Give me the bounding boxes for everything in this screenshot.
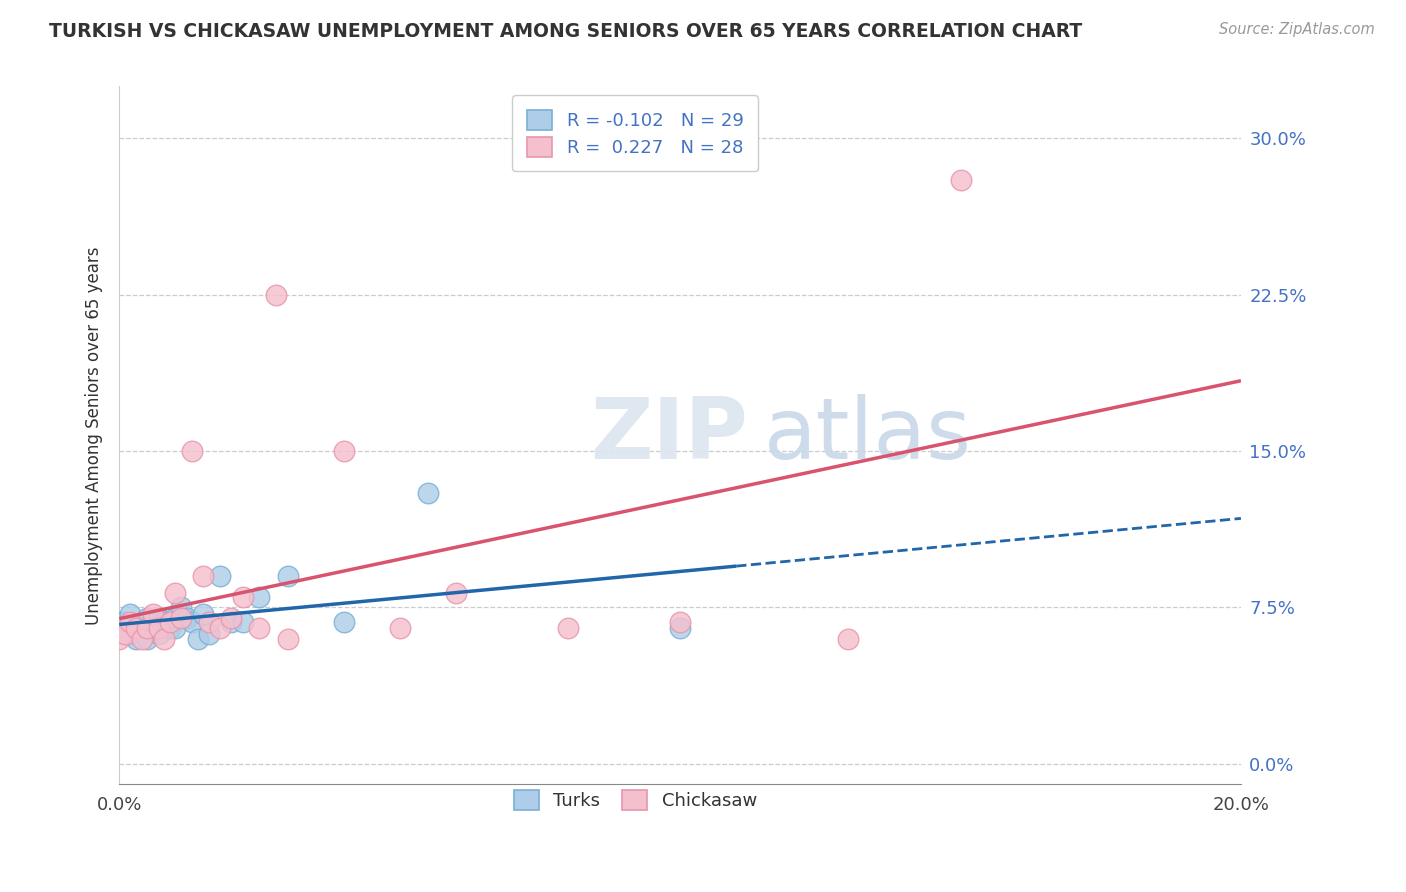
Point	[136, 621, 159, 635]
Point	[444, 585, 467, 599]
Text: ZIP: ZIP	[591, 394, 748, 477]
Point	[114, 615, 136, 629]
Point	[114, 627, 136, 641]
Point	[232, 590, 254, 604]
Point	[332, 444, 354, 458]
Point	[120, 615, 142, 629]
Point	[669, 615, 692, 629]
Point	[148, 621, 170, 635]
Point	[209, 569, 232, 583]
Point	[170, 600, 193, 615]
Point	[176, 611, 198, 625]
Point	[232, 615, 254, 629]
Point	[193, 569, 215, 583]
Point	[120, 627, 142, 641]
Point	[159, 621, 181, 635]
Point	[249, 590, 271, 604]
Point	[187, 632, 209, 646]
Legend: Turks, Chickasaw: Turks, Chickasaw	[499, 775, 772, 824]
Point	[148, 611, 170, 625]
Point	[142, 621, 165, 635]
Point	[165, 585, 187, 599]
Point	[148, 627, 170, 641]
Point	[181, 615, 204, 629]
Point	[198, 627, 221, 641]
Point	[108, 632, 131, 646]
Text: atlas: atlas	[765, 394, 972, 477]
Point	[332, 615, 354, 629]
Point	[165, 611, 187, 625]
Point	[142, 607, 165, 621]
Point	[159, 615, 181, 629]
Point	[193, 607, 215, 621]
Point	[131, 632, 153, 646]
Point	[136, 611, 159, 625]
Y-axis label: Unemployment Among Seniors over 65 years: Unemployment Among Seniors over 65 years	[86, 246, 103, 624]
Point	[198, 615, 221, 629]
Point	[949, 173, 972, 187]
Point	[669, 621, 692, 635]
Point	[108, 615, 131, 629]
Point	[125, 632, 148, 646]
Point	[153, 615, 176, 629]
Point	[165, 621, 187, 635]
Point	[170, 611, 193, 625]
Point	[249, 621, 271, 635]
Point	[837, 632, 859, 646]
Point	[557, 621, 579, 635]
Point	[221, 615, 243, 629]
Point	[209, 621, 232, 635]
Point	[125, 621, 148, 635]
Point	[120, 607, 142, 621]
Point	[181, 444, 204, 458]
Point	[131, 621, 153, 635]
Point	[136, 632, 159, 646]
Point	[276, 632, 298, 646]
Point	[221, 611, 243, 625]
Point	[388, 621, 411, 635]
Point	[276, 569, 298, 583]
Text: TURKISH VS CHICKASAW UNEMPLOYMENT AMONG SENIORS OVER 65 YEARS CORRELATION CHART: TURKISH VS CHICKASAW UNEMPLOYMENT AMONG …	[49, 22, 1083, 41]
Text: Source: ZipAtlas.com: Source: ZipAtlas.com	[1219, 22, 1375, 37]
Point	[416, 485, 439, 500]
Point	[153, 632, 176, 646]
Point	[266, 287, 288, 301]
